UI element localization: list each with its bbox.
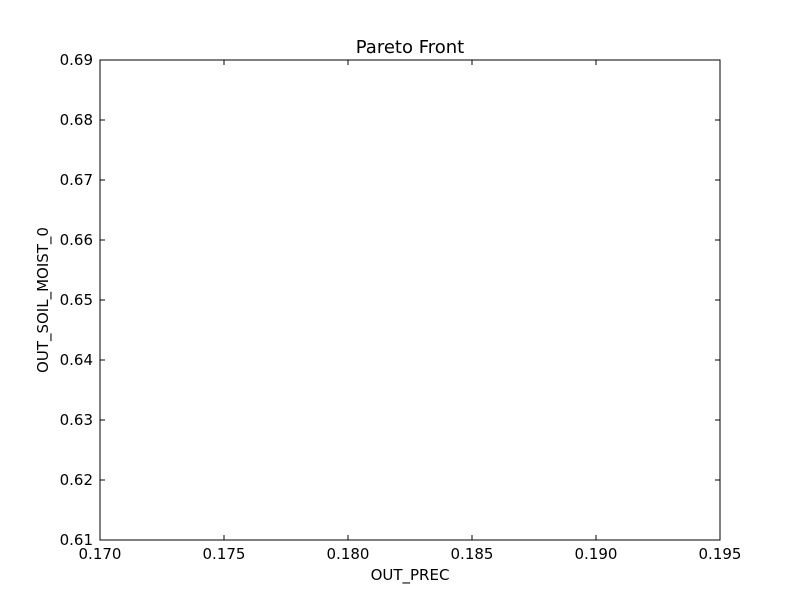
y-tick-label: 0.66 <box>60 231 93 249</box>
y-tick-label: 0.65 <box>60 291 93 309</box>
y-tick-label: 0.68 <box>60 111 93 129</box>
y-axis-ticks: 0.61 0.62 0.63 0.64 0.65 0.66 0.67 0.68 0.69 <box>60 51 720 549</box>
y-tick-label: 0.64 <box>60 351 93 369</box>
y-tick-label: 0.67 <box>60 171 93 189</box>
x-tick-label: 0.170 <box>79 545 122 563</box>
y-tick-label: 0.69 <box>60 51 93 69</box>
y-tick-label: 0.62 <box>60 471 93 489</box>
plot-area <box>99 59 721 541</box>
y-tick-label: 0.61 <box>60 531 93 549</box>
x-tick-label: 0.190 <box>575 545 618 563</box>
x-axis-ticks: 0.170 0.175 0.180 0.185 0.190 0.195 <box>79 60 742 563</box>
y-axis-label: OUT_SOIL_MOIST_0 <box>34 227 53 373</box>
y-tick-label: 0.63 <box>60 411 93 429</box>
x-tick-label: 0.195 <box>699 545 742 563</box>
x-tick-label: 0.175 <box>203 545 246 563</box>
chart-title: Pareto Front <box>356 37 464 58</box>
x-tick-label: 0.185 <box>451 545 494 563</box>
x-axis-label: OUT_PREC <box>371 566 450 585</box>
x-tick-label: 0.180 <box>327 545 370 563</box>
